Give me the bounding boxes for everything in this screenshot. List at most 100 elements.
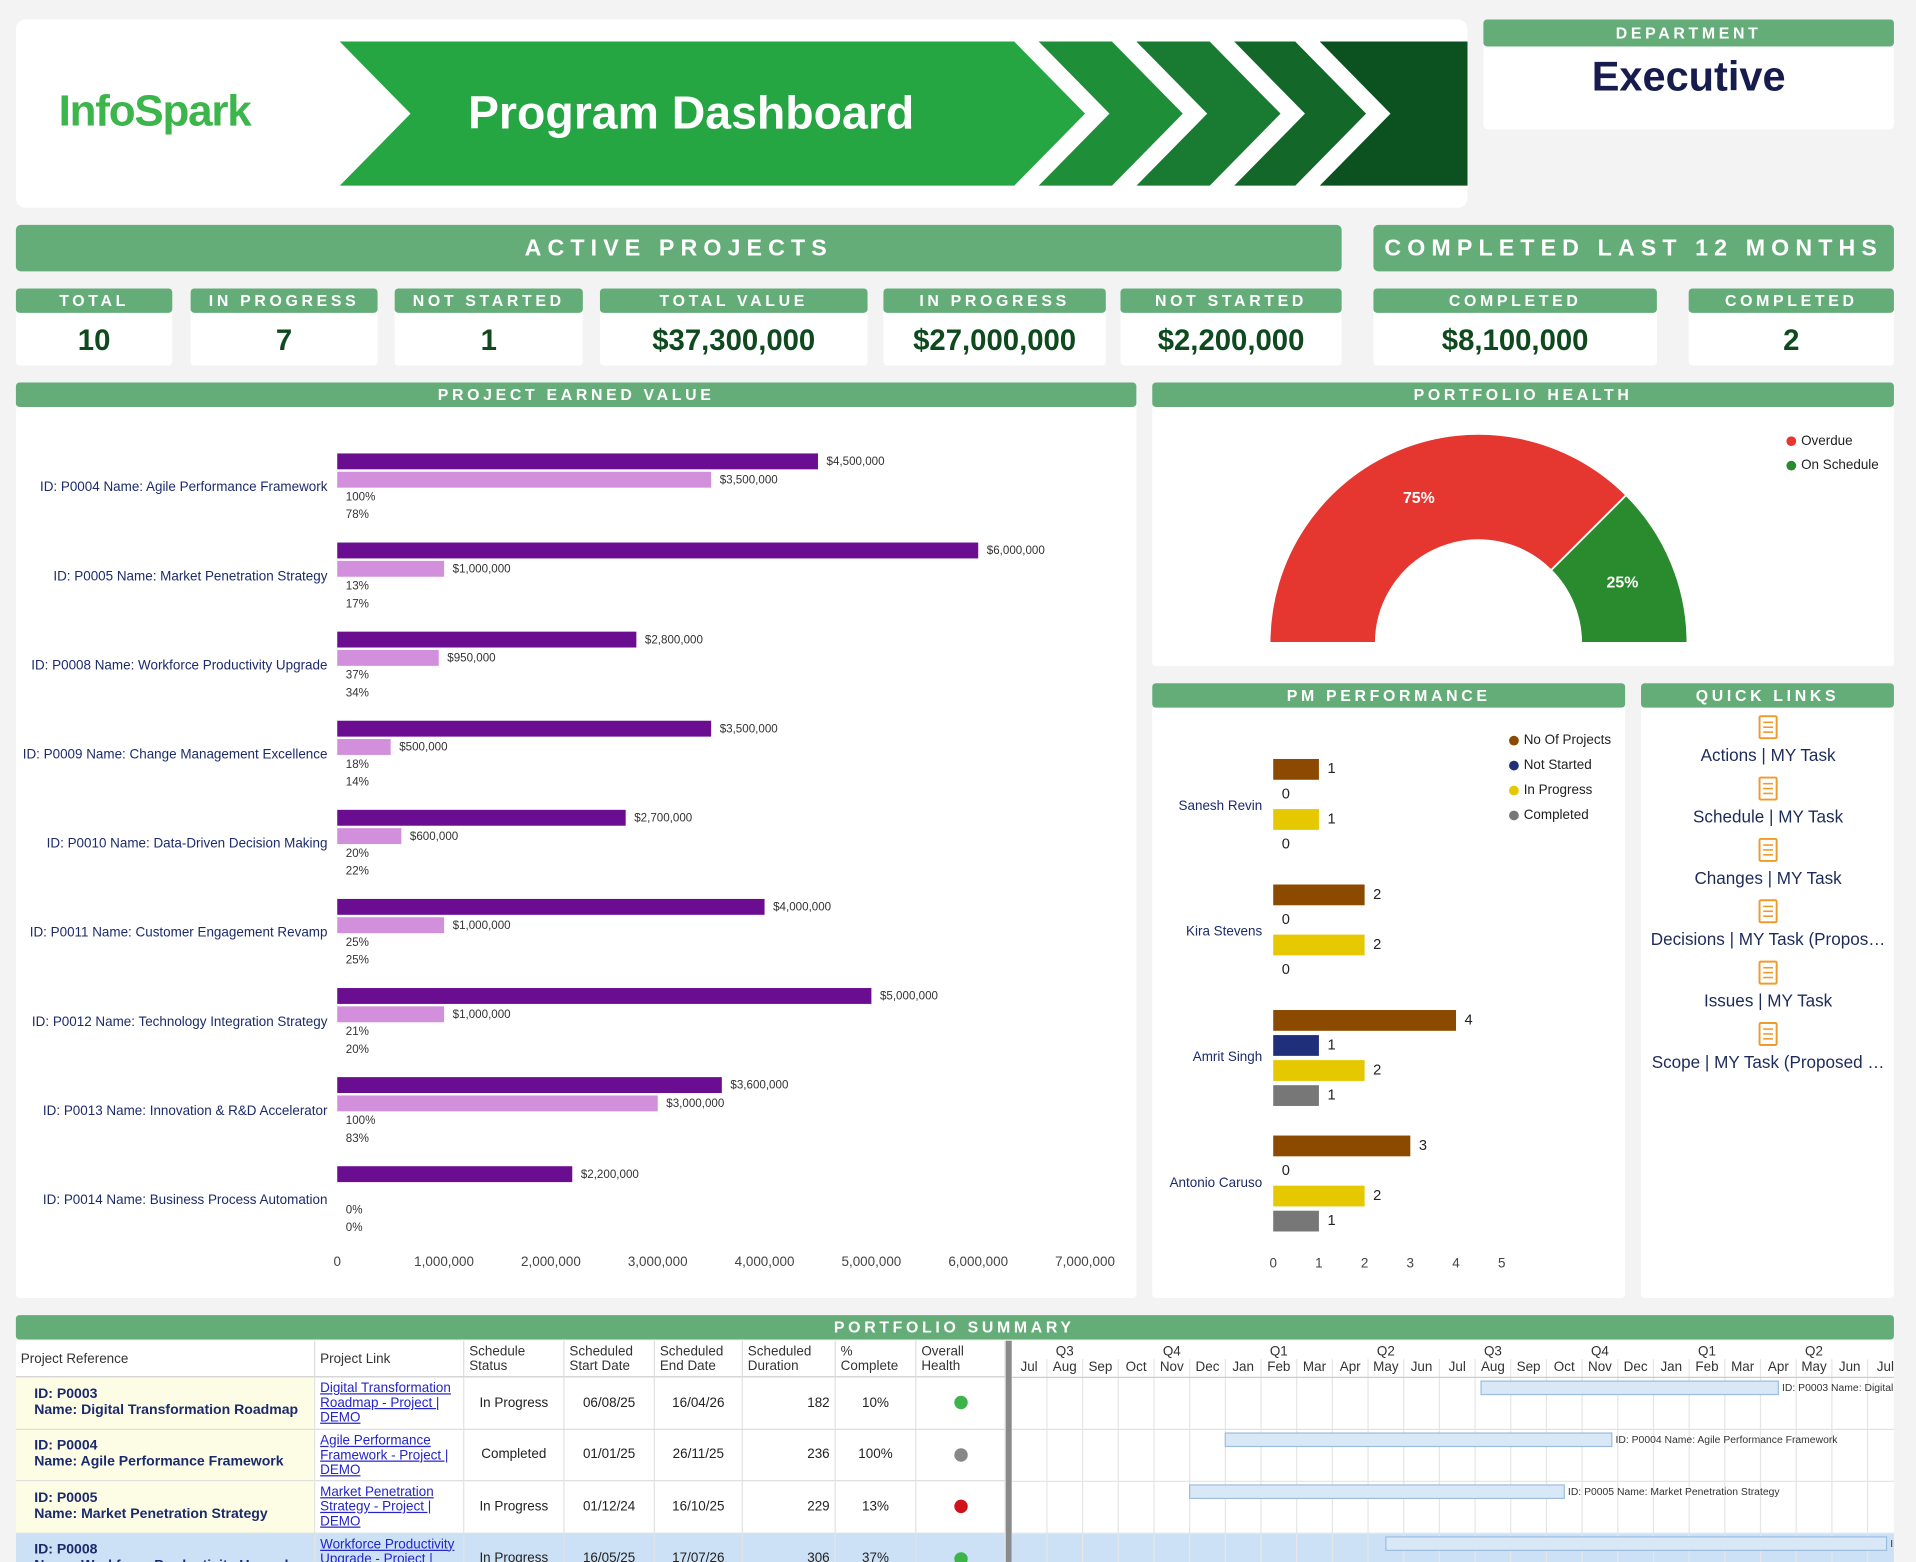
bar: [337, 1006, 445, 1023]
kpi-label: COMPLETED: [1449, 293, 1582, 310]
value-label: $3,000,000: [666, 1097, 724, 1110]
kpi-header: [599, 288, 868, 313]
banner-chevron: [1038, 41, 1183, 186]
quick-link[interactable]: Schedule | MY Task: [1693, 807, 1844, 826]
quick-link[interactable]: Changes | MY Task: [1694, 869, 1842, 888]
kpi-label: COMPLETED: [1725, 293, 1858, 310]
gantt-bar: [1189, 1484, 1565, 1500]
summary-table: Project Reference Project Link Schedule St…: [15, 1340, 1006, 1562]
value-label: $4,500,000: [827, 455, 885, 468]
link-icon: [1758, 715, 1778, 740]
gantt-label: ID: P0005 Name: Market Penetration Strat…: [1568, 1487, 1780, 1498]
quick-link[interactable]: Actions | MY Task: [1701, 746, 1836, 765]
quarter-label: Q3: [1056, 1343, 1074, 1358]
health-dot: [953, 1499, 968, 1514]
legend-dot: [1509, 735, 1519, 746]
project-link[interactable]: Workforce Productivity Upgrade - Project…: [320, 1536, 455, 1562]
link-cell: Market Penetration Strategy - Project | …: [315, 1481, 465, 1534]
category-label: Amrit Singh: [1193, 1049, 1262, 1064]
bar: [337, 453, 818, 470]
banner-chevron: [1234, 41, 1367, 186]
bar: [1273, 934, 1365, 956]
project-link[interactable]: Market Penetration Strategy - Project | …: [320, 1484, 434, 1529]
kpi-value: $27,000,000: [913, 324, 1076, 357]
month-label: Jul: [1449, 1359, 1466, 1374]
quick-link[interactable]: Scope | MY Task (Proposed …: [1652, 1053, 1885, 1072]
x-tick-label: 7,000,000: [1055, 1254, 1115, 1269]
legend-label: On Schedule: [1801, 457, 1879, 472]
section-title: COMPLETED LAST 12 MONTHS: [1384, 234, 1883, 260]
panel-title: PM PERFORMANCE: [1287, 688, 1491, 705]
percent-label: 22%: [346, 865, 369, 878]
value-label: $1,000,000: [453, 562, 511, 575]
kpi-label: IN PROGRESS: [919, 293, 1070, 310]
month-label: Aug: [1053, 1359, 1077, 1374]
health-cell: [916, 1481, 1006, 1534]
legend-dot: [1509, 810, 1519, 821]
value-label: $600,000: [410, 830, 458, 843]
kpi-value: 1: [481, 324, 497, 357]
status-cell: In Progress: [464, 1377, 565, 1430]
status-cell: Completed: [464, 1429, 565, 1482]
project-link[interactable]: Digital Transformation Roadmap - Project…: [320, 1381, 451, 1426]
banner-title: Program Dashboard: [468, 86, 914, 138]
value-label: $6,000,000: [987, 544, 1045, 557]
icon-body: [1758, 776, 1778, 801]
kpi-label: NOT STARTED: [413, 293, 565, 310]
percent-label: 100%: [346, 1114, 376, 1127]
banner-chevron: [339, 41, 1086, 186]
value-label: $2,800,000: [645, 633, 703, 646]
kpi-value: $8,100,000: [1442, 324, 1589, 357]
quick-link[interactable]: Decisions | MY Task (Propos…: [1651, 930, 1886, 949]
month-label: Jan: [1660, 1359, 1682, 1374]
x-tick-label: 4: [1452, 1255, 1460, 1270]
gantt-label: ID: P0003 Name: Digital: [1782, 1383, 1893, 1394]
project-name: Name: Agile Performance Framework: [34, 1454, 284, 1470]
kpi-header: [394, 288, 583, 313]
kpi-value: 2: [1783, 324, 1799, 357]
status-cell: In Progress: [464, 1533, 565, 1562]
gantt-label: ID: P0008 Name: Workforce Productivity U…: [1890, 1539, 1916, 1550]
legend-label: Overdue: [1801, 433, 1853, 448]
percent-label: 18%: [346, 758, 369, 771]
health-dot: [953, 1448, 968, 1462]
health-cell: [916, 1377, 1006, 1430]
bar: [337, 631, 637, 648]
percent-label: 17%: [346, 597, 369, 610]
percent-label: 21%: [346, 1025, 369, 1038]
duration-cell: 236: [742, 1429, 836, 1482]
bar: [1273, 1210, 1319, 1232]
x-tick-label: 6,000,000: [948, 1254, 1008, 1269]
x-tick-label: 2,000,000: [521, 1254, 581, 1269]
bar: [337, 720, 712, 737]
bar: [337, 917, 445, 934]
icon-body: [1758, 837, 1778, 862]
value-label: 2: [1373, 1062, 1381, 1078]
end-cell: 26/11/25: [654, 1429, 743, 1482]
value-label: 1: [1327, 811, 1335, 827]
bar: [337, 1166, 573, 1183]
month-label: Sep: [1517, 1359, 1541, 1374]
start-cell: 06/08/25: [564, 1377, 655, 1430]
project-link[interactable]: Agile Performance Framework - Project | …: [320, 1433, 449, 1478]
department-header: [1483, 19, 1894, 47]
icon-body: [1758, 899, 1778, 924]
panel-header: [1152, 683, 1626, 708]
month-label: Mar: [1731, 1359, 1755, 1374]
value-label: 1: [1327, 761, 1335, 777]
value-label: 0: [1282, 786, 1290, 802]
kpi-label: TOTAL: [59, 293, 129, 310]
start-cell: 01/12/24: [564, 1481, 655, 1534]
month-label: Apr: [1768, 1359, 1789, 1374]
kpi-label: TOTAL VALUE: [660, 293, 808, 310]
legend-label: No Of Projects: [1524, 732, 1612, 747]
category-label: ID: P0008 Name: Workforce Productivity U…: [31, 657, 327, 672]
panel: [1152, 683, 1626, 1298]
month-label: Jun: [1411, 1359, 1433, 1374]
reference-cell: ID: P0003 Name: Digital Transformation Ro…: [15, 1377, 316, 1430]
percent-label: 37%: [346, 669, 369, 682]
quick-link[interactable]: Issues | MY Task: [1704, 991, 1833, 1010]
bar: [1273, 809, 1319, 830]
complete-cell: 100%: [835, 1429, 917, 1482]
